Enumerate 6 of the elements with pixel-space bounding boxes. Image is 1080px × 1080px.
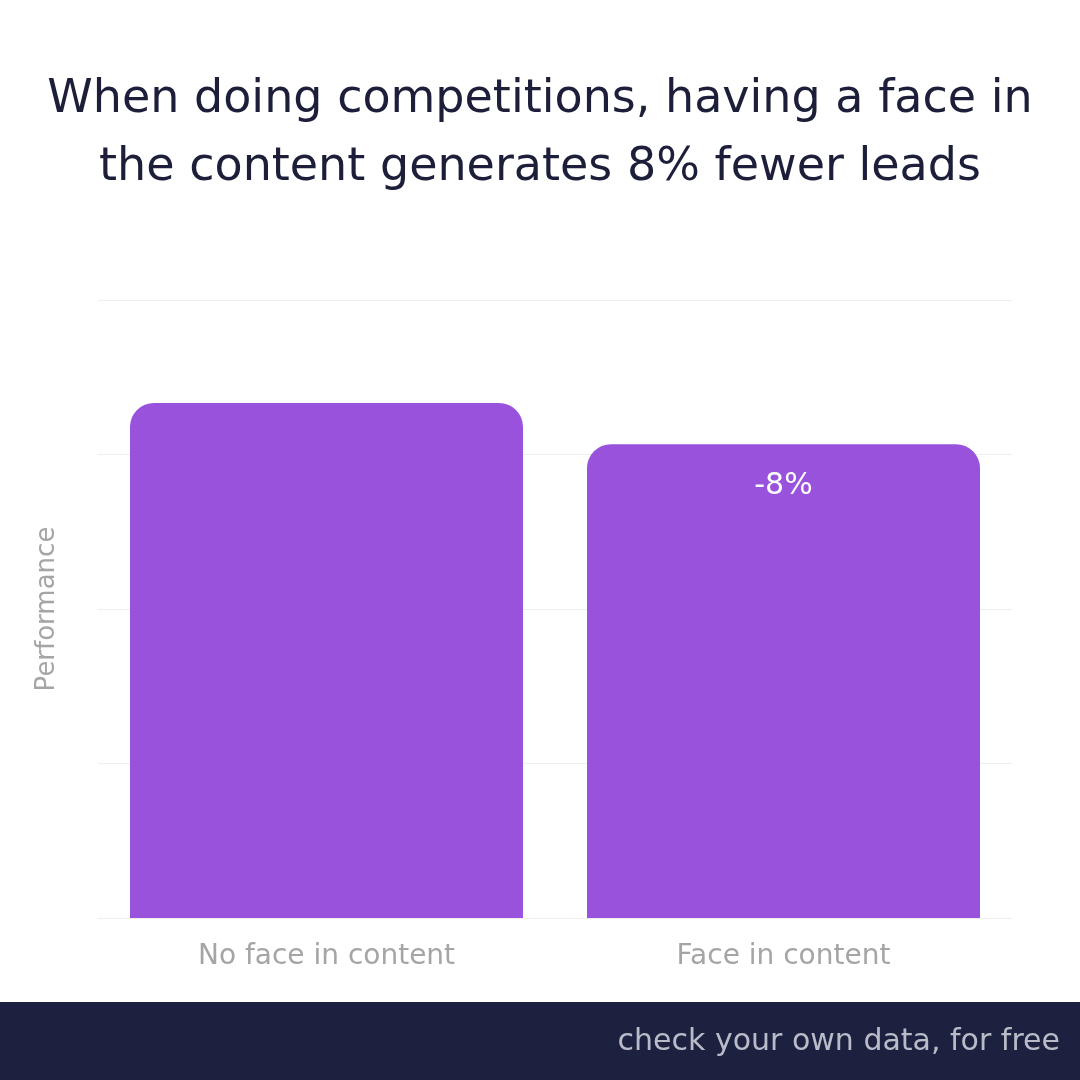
text: check your own data, for free <box>617 1022 1060 1057</box>
x-tick-label: No face in content <box>197 937 456 971</box>
y-axis-title: Performance <box>30 526 60 692</box>
chart-title: When doing competitions, having a face in the content generates 8% fewer leads <box>46 68 1034 193</box>
x-tick-label: Face in content <box>676 937 891 971</box>
annotation: -8% <box>754 465 813 501</box>
